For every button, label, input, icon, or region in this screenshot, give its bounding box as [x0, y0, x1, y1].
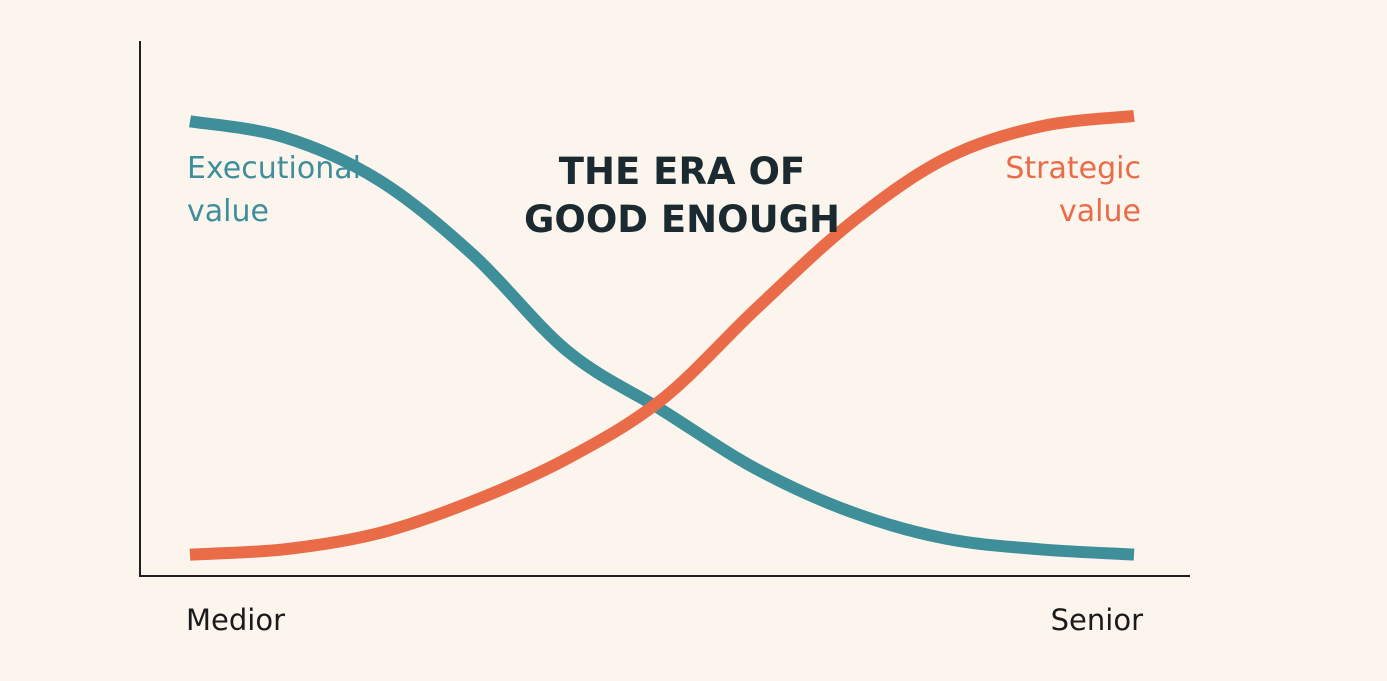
series-label-executional-line-2: value [187, 194, 269, 229]
series-line-strategic-value [189, 109, 1135, 561]
x-tick-label-senior: Senior [1050, 603, 1143, 637]
chart-title-line-2: GOOD ENOUGH [524, 198, 840, 241]
series-layer [189, 109, 1135, 561]
series-label-executional: Executional value [187, 147, 361, 233]
chart-title-line-1: THE ERA OF [558, 150, 806, 193]
x-tick-label-medior: Medior [186, 603, 285, 637]
series-label-strategic-line-2: value [1059, 194, 1141, 229]
series-label-executional-line-1: Executional [187, 151, 361, 186]
series-label-strategic: Strategic value [1005, 147, 1141, 233]
series-label-strategic-line-1: Strategic [1005, 151, 1141, 186]
chart-title: THE ERA OF GOOD ENOUGH [524, 148, 840, 244]
